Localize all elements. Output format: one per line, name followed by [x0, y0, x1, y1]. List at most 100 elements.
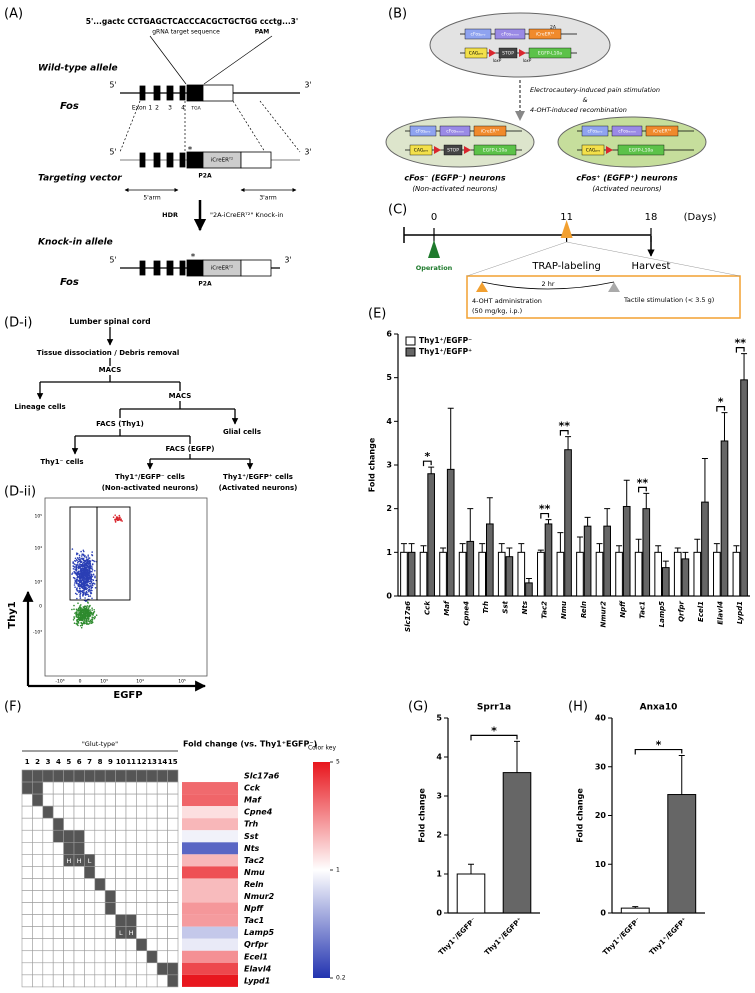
heat-cell: [182, 830, 238, 843]
error-bar: [518, 543, 525, 553]
label: Tissue dissociation / Debris removal: [37, 349, 179, 357]
event-dot: [83, 577, 85, 579]
membership-cell: [146, 890, 158, 903]
bar: [544, 523, 553, 597]
error-bar: [479, 543, 486, 553]
x-tick-label: Nts: [521, 601, 529, 614]
label: Glial cells: [223, 428, 261, 436]
event-dot: [79, 593, 81, 596]
membership-cell: [167, 817, 179, 831]
event-dot: [77, 561, 79, 564]
event-dot: [119, 518, 121, 521]
membership-cell: [146, 878, 158, 891]
membership-cell: [167, 805, 179, 819]
box: [139, 85, 146, 101]
bar: [525, 582, 533, 597]
membership-cell: [167, 866, 179, 879]
significance: **: [734, 337, 746, 350]
bar: [622, 505, 631, 597]
panel-label: (D-ii): [4, 485, 36, 500]
membership-cell: [136, 890, 148, 903]
membership-cell: [42, 793, 54, 807]
event-dot: [90, 621, 92, 623]
membership-cell: [125, 938, 137, 952]
event-dot: [72, 568, 75, 570]
gene-label: Elavl4: [244, 964, 272, 973]
label: EGFP-L10a: [629, 148, 653, 154]
event-dot: [79, 613, 81, 616]
event-dot: [80, 622, 83, 624]
event-dot: [91, 607, 93, 609]
event-dot: [76, 622, 78, 625]
membership-cell: [52, 890, 64, 903]
membership-cell: [136, 902, 148, 915]
cell: [385, 116, 535, 168]
event-dot: [71, 548, 74, 550]
membership-cell: [42, 938, 54, 952]
box: [166, 152, 174, 168]
label: loxP: [493, 58, 502, 63]
event-dot: [89, 573, 91, 575]
bar: [419, 551, 428, 597]
event-dot: [76, 609, 78, 611]
y-tick-label: 5: [386, 373, 392, 382]
error-bar: [682, 551, 689, 559]
label: STOP: [502, 51, 514, 57]
label: Fos: [60, 277, 79, 288]
event-dot: [82, 606, 85, 608]
box: [528, 47, 572, 59]
label: Fold change (vs. Thy1⁺EGFP⁻): [183, 740, 317, 749]
label: *: [188, 146, 193, 156]
y-tick-label: 1: [386, 548, 392, 557]
label: 3': [304, 148, 311, 157]
y-axis-label: Fold change: [418, 788, 427, 843]
membership-cell: [125, 902, 137, 915]
event-dot: [118, 517, 121, 519]
sequence: 5'...gactc CCTGAGCTCACCCACGCTGCTGG ccctg…: [86, 17, 298, 26]
heat-cell: [182, 782, 238, 795]
y-tick-label: 3: [386, 461, 392, 470]
membership-cell: [21, 841, 33, 855]
event-dot: [89, 563, 91, 565]
label: CAGₚᵣₒ: [586, 148, 601, 154]
event-dot: [87, 554, 89, 556]
event-dot: [83, 550, 85, 553]
event-dot: [86, 580, 89, 582]
membership-cell: [115, 890, 127, 903]
event-dot: [78, 619, 80, 621]
event-dot: [81, 572, 84, 574]
event-dot: [71, 608, 73, 611]
event-dot: [75, 559, 78, 561]
event-dot: [91, 618, 94, 621]
membership-cell: [84, 950, 96, 964]
error-bar: [486, 497, 493, 524]
event-dot: [80, 575, 82, 578]
membership-cell: [156, 781, 168, 795]
membership-cell: [52, 866, 64, 879]
membership-cell: [125, 962, 137, 976]
membership-cell: [73, 793, 85, 807]
shape: [560, 220, 573, 238]
shape: [606, 146, 613, 154]
event-dot: [89, 566, 91, 568]
event-dot: [82, 549, 85, 552]
event-dot: [87, 558, 90, 560]
membership-cell: [63, 805, 75, 819]
membership-cell: [156, 974, 168, 988]
heat-cell: [182, 878, 238, 891]
bar: [701, 501, 709, 597]
heat-cell: [182, 842, 238, 855]
error-bar: [408, 543, 415, 553]
box: [498, 47, 518, 59]
gene-label: Nmur2: [244, 892, 275, 901]
event-dot: [91, 609, 93, 611]
membership-cell: [94, 769, 106, 783]
label: 2 hr: [542, 280, 555, 288]
membership-cell: [167, 890, 179, 903]
membership-cell: [167, 854, 179, 867]
significance: *: [424, 450, 430, 463]
event-dot: [80, 586, 82, 588]
panel-label: (C): [388, 203, 407, 218]
membership-cell: [167, 962, 179, 976]
